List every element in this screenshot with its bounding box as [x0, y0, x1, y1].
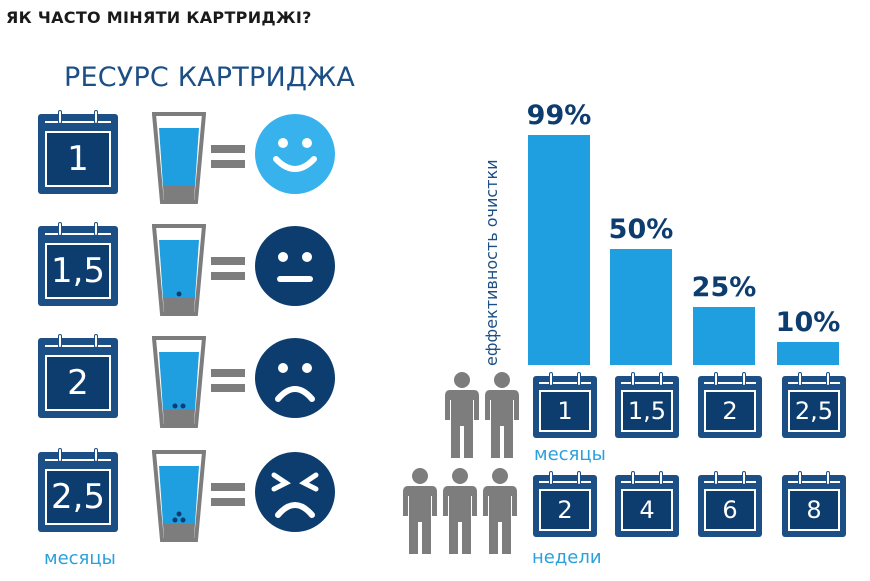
y-axis-label: еффективность очистки: [482, 159, 501, 366]
calendar-ring-icon: [797, 372, 802, 386]
month-calendar-1: 1: [533, 372, 597, 438]
calendar-top-line: [621, 481, 673, 485]
calendar-value: 4: [621, 489, 673, 531]
bar-value-label-3: 25%: [691, 272, 757, 303]
calendar-top-line: [45, 121, 111, 125]
month-calendar-3: 2: [698, 372, 762, 438]
person-icon: [485, 372, 519, 458]
calendar-ring-icon: [659, 372, 664, 386]
person-icon: [443, 468, 477, 554]
calendar-value: 2: [45, 355, 111, 411]
page-heading: ЯК ЧАСТО МІНЯТИ КАРТРИДЖІ?: [6, 8, 312, 27]
calendar-top-line: [539, 481, 591, 485]
equals-sign: [211, 369, 245, 393]
calendar-value: 1: [539, 390, 591, 432]
bar-3: [693, 307, 755, 365]
water-glass-icon: [152, 450, 206, 542]
calendar-ring-icon: [659, 471, 664, 485]
bar-value-label-1: 99%: [526, 100, 592, 132]
calendar-top-line: [788, 481, 840, 485]
water-glass-icon: [152, 336, 206, 428]
chart-weeks-unit: недели: [532, 547, 602, 568]
calendar-ring-icon: [826, 471, 831, 485]
person-icon: [445, 372, 479, 458]
calendar-ring-icon: [630, 372, 635, 386]
left-calendar-4: 2,5: [38, 448, 118, 532]
calendar-ring-icon: [742, 372, 747, 386]
person-icon: [403, 468, 437, 554]
week-calendar-2: 4: [615, 471, 679, 537]
calendar-ring-icon: [577, 471, 582, 485]
calendar-ring-icon: [548, 471, 553, 485]
bar-1: [528, 135, 590, 365]
equals-sign: [211, 483, 245, 507]
calendar-ring-icon: [93, 334, 98, 348]
calendar-top-line: [788, 382, 840, 386]
resource-title: РЕСУРС КАРТРИДЖА: [64, 62, 356, 93]
calendar-value: 8: [788, 489, 840, 531]
calendar-ring-icon: [630, 471, 635, 485]
calendar-top-line: [45, 345, 111, 349]
calendar-top-line: [45, 459, 111, 463]
calendar-top-line: [704, 481, 756, 485]
neutral-face-icon: [255, 226, 335, 306]
week-calendar-1: 2: [533, 471, 597, 537]
calendar-ring-icon: [742, 471, 747, 485]
calendar-ring-icon: [93, 222, 98, 236]
calendar-top-line: [704, 382, 756, 386]
week-calendar-3: 6: [698, 471, 762, 537]
calendar-value: 1: [45, 131, 111, 187]
week-calendar-4: 8: [782, 471, 846, 537]
equals-sign: [211, 257, 245, 281]
calendar-ring-icon: [826, 372, 831, 386]
happy-face-icon: [255, 114, 335, 194]
calendar-value: 6: [704, 489, 756, 531]
calendar-ring-icon: [58, 448, 63, 462]
calendar-value: 2: [704, 390, 756, 432]
bar-value-label-4: 10%: [775, 306, 841, 338]
calendar-ring-icon: [797, 471, 802, 485]
calendar-ring-icon: [577, 372, 582, 386]
upset-face-icon: [255, 452, 335, 532]
bar-value-label-2: 50%: [608, 214, 674, 245]
bar-4: [777, 341, 839, 365]
person-icon: [483, 468, 517, 554]
calendar-ring-icon: [93, 448, 98, 462]
calendar-value: 1,5: [45, 243, 111, 299]
chart-months-unit: месяцы: [534, 444, 606, 465]
calendar-ring-icon: [93, 110, 98, 124]
calendar-value: 2,5: [788, 390, 840, 432]
calendar-ring-icon: [713, 372, 718, 386]
calendar-ring-icon: [58, 110, 63, 124]
left-calendar-3: 2: [38, 334, 118, 418]
calendar-value: 2,5: [45, 469, 111, 525]
month-calendar-4: 2,5: [782, 372, 846, 438]
month-calendar-2: 1,5: [615, 372, 679, 438]
calendar-top-line: [539, 382, 591, 386]
water-glass-icon: [152, 224, 206, 316]
left-calendar-1: 1: [38, 110, 118, 194]
sad-face-icon: [255, 338, 335, 418]
equals-sign: [211, 145, 245, 169]
calendar-ring-icon: [548, 372, 553, 386]
calendar-ring-icon: [713, 471, 718, 485]
bar-2: [610, 249, 672, 365]
calendar-ring-icon: [58, 334, 63, 348]
calendar-ring-icon: [58, 222, 63, 236]
water-glass-icon: [152, 112, 206, 204]
left-months-unit: месяцы: [44, 548, 116, 569]
calendar-value: 1,5: [621, 390, 673, 432]
calendar-top-line: [621, 382, 673, 386]
left-calendar-2: 1,5: [38, 222, 118, 306]
calendar-value: 2: [539, 489, 591, 531]
calendar-top-line: [45, 233, 111, 237]
